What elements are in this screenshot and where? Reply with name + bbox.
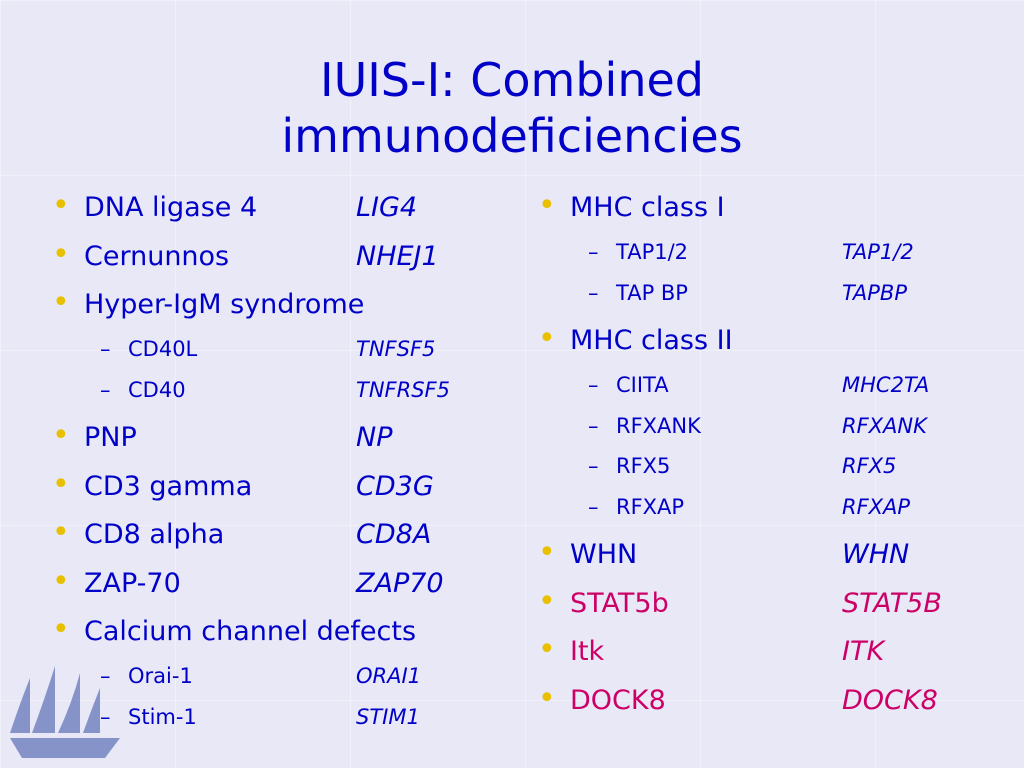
gene-symbol: WHN xyxy=(842,539,910,570)
bullet xyxy=(52,613,70,648)
list-item: Hyper-IgM syndrome xyxy=(84,288,364,322)
bullet xyxy=(52,286,70,321)
item-name: DNA ligase 4 xyxy=(84,192,258,223)
item-name: MHC class I xyxy=(570,192,725,223)
bullet xyxy=(52,516,70,551)
list-item: WHN WHN xyxy=(570,538,909,572)
gene-symbol: STAT5B xyxy=(842,587,942,619)
list-item: RFX5 RFX5 xyxy=(616,452,896,480)
item-name: WHN xyxy=(570,539,638,570)
list-item: MHC class II xyxy=(570,324,733,358)
list-item: RFXANK RFXANK xyxy=(616,412,927,440)
dash xyxy=(588,452,599,480)
dash xyxy=(588,279,599,307)
gene-symbol: RFXANK xyxy=(842,413,927,438)
list-item: CD40L TNFSF5 xyxy=(128,335,435,363)
item-name: TAP1/2 xyxy=(616,240,689,264)
gene-symbol: DOCK8 xyxy=(842,684,938,716)
list-item: CIITA MHC2TA xyxy=(616,371,929,399)
item-name: MHC class II xyxy=(570,325,733,356)
bullet xyxy=(52,468,70,503)
item-name: TAP BP xyxy=(616,280,688,305)
gene-symbol: CD3G xyxy=(356,470,434,502)
list-item: TAP1/2 TAP1/2 xyxy=(616,238,914,266)
list-item: Orai-1 ORAI1 xyxy=(128,662,421,690)
dash xyxy=(100,376,111,404)
bullet xyxy=(52,238,70,273)
gene-symbol: RFX5 xyxy=(842,454,897,478)
item-name: CIITA xyxy=(616,373,669,397)
gene-symbol: ORAI1 xyxy=(356,664,422,688)
dash xyxy=(100,703,111,731)
bullet xyxy=(538,536,556,571)
dash xyxy=(588,371,599,399)
item-name: STAT5b xyxy=(570,587,669,619)
bullet xyxy=(52,419,70,454)
item-name: PNP xyxy=(84,422,137,453)
item-name: DOCK8 xyxy=(570,684,666,716)
bullet xyxy=(538,682,556,717)
list-item: Calcium channel defects xyxy=(84,615,416,649)
bullet xyxy=(538,585,556,620)
item-name: Stim-1 xyxy=(128,704,197,729)
gene-symbol: CD8A xyxy=(356,519,432,550)
list-item: Itk ITK xyxy=(570,635,884,669)
title-line: IUIS-I: Combined xyxy=(320,53,704,107)
gene-symbol: MHC2TA xyxy=(842,373,930,397)
list-item: CD8 alpha CD8A xyxy=(84,518,431,552)
bullet xyxy=(538,322,556,357)
list-item: ZAP-70 ZAP70 xyxy=(84,567,444,601)
item-name: Calcium channel defects xyxy=(84,616,417,647)
gene-symbol: RFXAP xyxy=(842,494,911,519)
gene-symbol: NHEJ1 xyxy=(356,240,439,272)
bullet xyxy=(538,189,556,224)
dash xyxy=(588,412,599,440)
list-item: RFXAP RFXAP xyxy=(616,493,910,521)
list-item: DNA ligase 4 LIG4 xyxy=(84,191,417,225)
gene-symbol: TAPBP xyxy=(842,280,907,305)
item-name: CD40 xyxy=(128,377,186,402)
gene-symbol: TAP1/2 xyxy=(842,240,914,264)
item-name: Cernunnos xyxy=(84,240,230,272)
dash xyxy=(588,493,599,521)
list-item: DOCK8 DOCK8 xyxy=(570,684,938,718)
gene-symbol: STIM1 xyxy=(356,704,420,729)
item-name: CD40L xyxy=(128,337,198,361)
gene-symbol: TNFRSF5 xyxy=(356,377,450,402)
item-name: RFXANK xyxy=(616,413,701,438)
gene-symbol: ZAP70 xyxy=(356,567,444,599)
list-item: Stim-1 STIM1 xyxy=(128,703,420,731)
list-item: STAT5b STAT5B xyxy=(570,587,942,621)
gene-symbol: ITK xyxy=(842,636,885,667)
item-name: CD8 alpha xyxy=(84,519,225,550)
item-name: CD3 gamma xyxy=(84,470,253,502)
slide-title: IUIS-I: Combined immunodeficiencies xyxy=(0,52,1024,164)
list-item: CD40 TNFRSF5 xyxy=(128,376,450,404)
item-name: ZAP-70 xyxy=(84,567,181,599)
list-item: CD3 gamma CD3G xyxy=(84,470,434,504)
bullet xyxy=(538,633,556,668)
list-item: TAP BP TAPBP xyxy=(616,279,907,307)
item-name: Hyper-IgM syndrome xyxy=(84,289,365,320)
ship-logo xyxy=(10,666,120,758)
dash xyxy=(100,662,111,690)
dash xyxy=(588,238,599,266)
bullet xyxy=(52,565,70,600)
list-item: PNP NP xyxy=(84,421,392,455)
item-name: RFXAP xyxy=(616,494,685,519)
item-name: RFX5 xyxy=(616,454,671,478)
dash xyxy=(100,335,111,363)
gene-symbol: LIG4 xyxy=(356,192,418,223)
gene-symbol: NP xyxy=(356,422,393,453)
gene-symbol: TNFSF5 xyxy=(356,337,436,361)
item-name: Orai-1 xyxy=(128,664,193,688)
list-item: Cernunnos NHEJ1 xyxy=(84,240,439,274)
list-item: MHC class I xyxy=(570,191,725,225)
bullet xyxy=(52,189,70,224)
item-name: Itk xyxy=(570,636,605,667)
title-line: immunodeficiencies xyxy=(281,109,743,163)
